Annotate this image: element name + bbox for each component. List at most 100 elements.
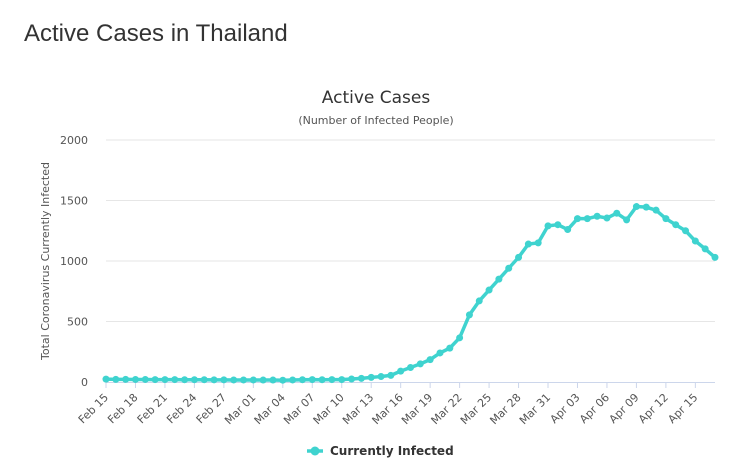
x-tick-label: Apr 12 (636, 391, 671, 426)
data-point (141, 375, 149, 383)
data-point (367, 373, 375, 381)
data-point (436, 349, 444, 357)
data-point (348, 375, 356, 383)
data-point (407, 363, 414, 371)
data-point (534, 239, 542, 247)
x-tick-label: Mar 31 (517, 391, 553, 427)
data-point (181, 376, 189, 384)
data-point (112, 375, 120, 383)
x-tick-label: Feb 15 (76, 391, 111, 426)
y-gridlines (106, 139, 715, 322)
data-point (711, 253, 719, 261)
x-tick-label: Mar 10 (311, 391, 347, 427)
data-point (524, 240, 532, 248)
data-point (210, 376, 218, 384)
y-axis-title: Total Coronavirus Currently Infected (39, 162, 52, 361)
data-point (328, 376, 336, 384)
legend[interactable]: Currently Infected (307, 444, 454, 458)
data-point (249, 376, 257, 384)
x-tick-label: Apr 09 (607, 391, 642, 426)
data-point (603, 214, 611, 222)
data-point (387, 371, 395, 379)
series-line-currently-infected (104, 204, 717, 382)
data-point (495, 275, 503, 283)
chart-title: Active Cases (322, 88, 431, 108)
x-tick-label: Mar 04 (252, 391, 288, 427)
data-point (613, 209, 621, 217)
data-point (475, 297, 483, 305)
y-tick-label: 1000 (60, 255, 88, 268)
data-point (269, 376, 277, 384)
data-point (573, 215, 581, 223)
x-tick-label: Feb 21 (135, 391, 170, 426)
data-point (397, 367, 405, 375)
y-tick-label: 500 (67, 316, 88, 329)
legend-label[interactable]: Currently Infected (330, 444, 454, 458)
data-point (515, 253, 523, 261)
data-point (279, 376, 287, 384)
x-tick-label: Mar 01 (222, 391, 258, 427)
data-point (377, 373, 385, 381)
x-tick-label: Apr 15 (665, 391, 700, 426)
data-point (583, 215, 591, 223)
x-tick-label: Feb 18 (105, 391, 140, 426)
data-point (652, 206, 660, 214)
legend-swatch-marker (310, 446, 320, 456)
data-point (220, 376, 228, 384)
data-point (554, 221, 562, 229)
data-point (642, 203, 650, 211)
x-tick-label: Mar 13 (340, 391, 376, 427)
x-tick-label: Mar 22 (428, 391, 464, 427)
y-tick-label: 0 (81, 376, 88, 389)
data-point (672, 221, 680, 229)
data-point (171, 376, 179, 384)
y-axis-labels: 0 500 1000 1500 2000 (60, 134, 88, 389)
data-point (691, 237, 699, 245)
data-point (338, 376, 346, 384)
data-point (485, 286, 493, 294)
data-point (151, 376, 159, 384)
data-point (289, 376, 297, 384)
data-point (505, 264, 513, 272)
x-tick-label: Feb 27 (194, 391, 229, 426)
data-point (318, 376, 326, 384)
data-point (122, 375, 130, 383)
data-point (240, 376, 248, 384)
series-markers (102, 203, 719, 384)
data-point (426, 356, 434, 364)
data-point (564, 226, 572, 234)
data-point (190, 376, 198, 384)
data-point (662, 215, 670, 223)
x-tick-label: Feb 24 (164, 391, 199, 426)
data-point (259, 376, 267, 384)
y-tick-label: 1500 (60, 195, 88, 208)
x-tick-label: Mar 16 (370, 391, 406, 427)
data-point (465, 311, 473, 319)
data-point (701, 245, 709, 253)
data-point (161, 376, 169, 384)
data-point (416, 360, 424, 368)
data-point (632, 203, 640, 211)
data-point (230, 376, 238, 384)
x-tick-label: Mar 19 (399, 391, 435, 427)
x-tick-label: Apr 03 (548, 391, 583, 426)
data-point (102, 375, 110, 383)
data-point (682, 227, 690, 235)
data-point (593, 212, 601, 220)
data-point (456, 334, 464, 342)
data-point (298, 376, 306, 384)
x-tick-label: Apr 06 (577, 391, 612, 426)
x-tick-label: Mar 25 (458, 391, 494, 427)
chart-subtitle: (Number of Infected People) (298, 114, 453, 127)
data-point (357, 374, 365, 382)
x-tick-label: Mar 28 (487, 391, 523, 427)
data-point (446, 344, 454, 352)
y-tick-label: 2000 (60, 134, 88, 147)
data-point (308, 376, 316, 384)
data-point (544, 222, 552, 230)
data-point (623, 216, 631, 224)
x-tick-label: Mar 07 (281, 391, 317, 427)
page-title: Active Cases in Thailand (24, 20, 288, 47)
